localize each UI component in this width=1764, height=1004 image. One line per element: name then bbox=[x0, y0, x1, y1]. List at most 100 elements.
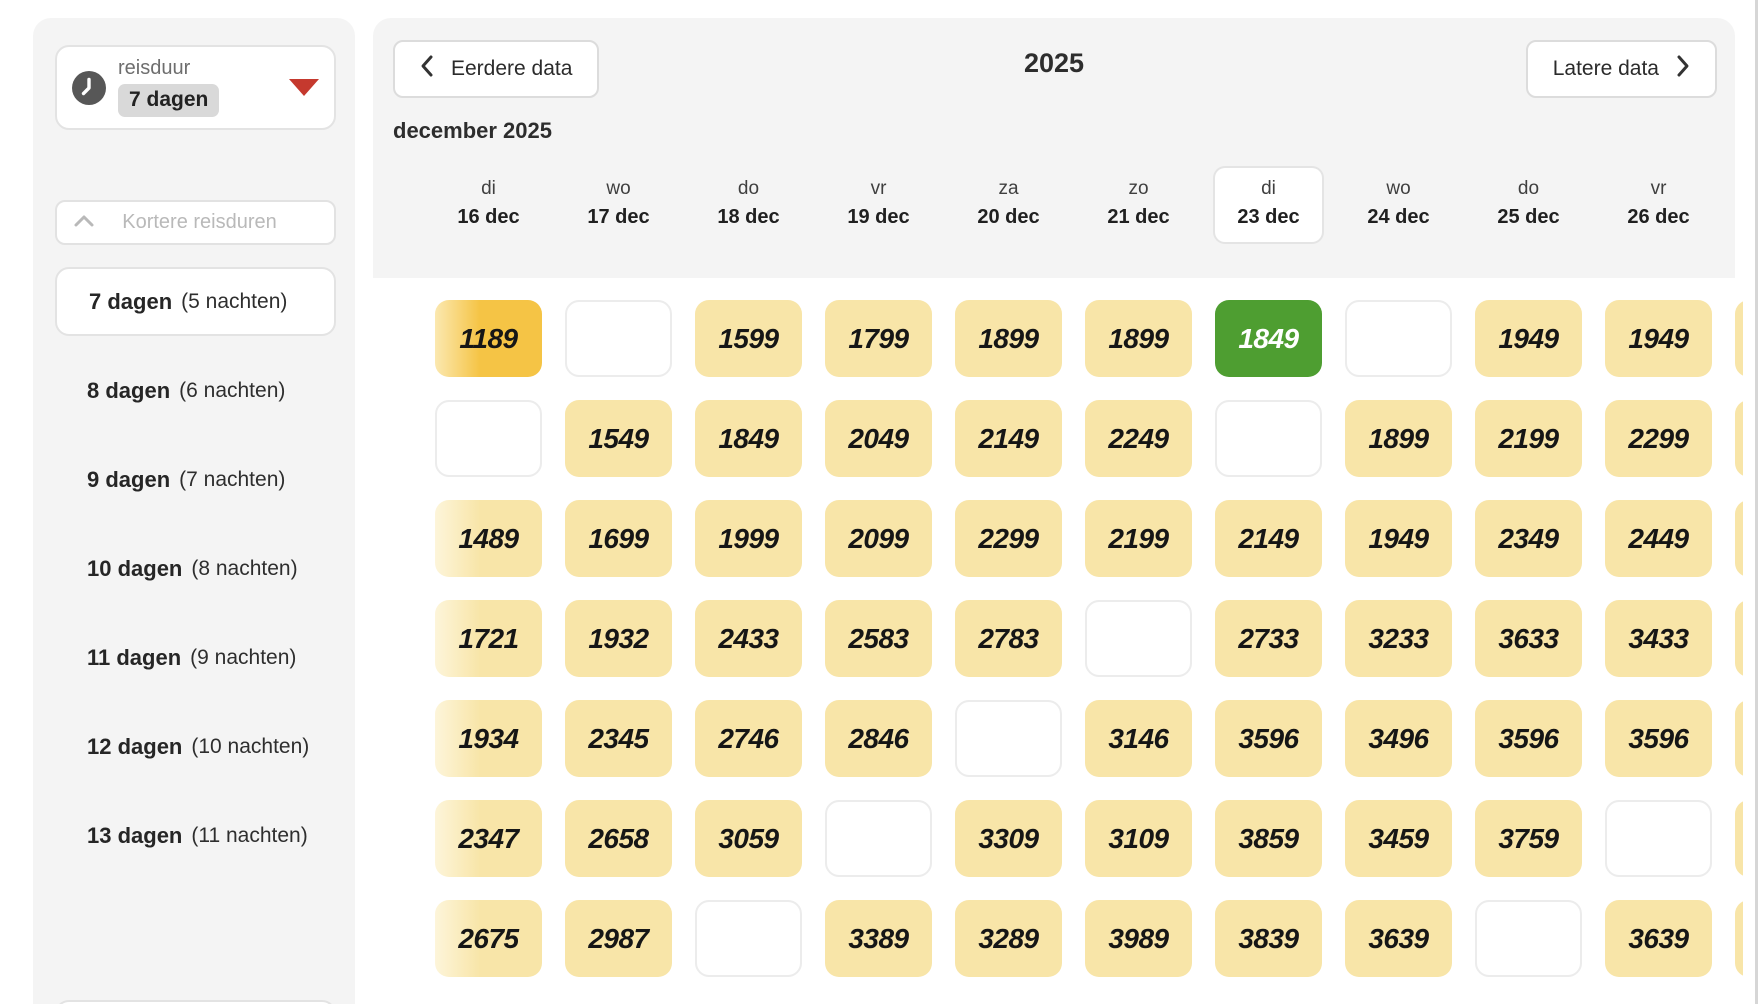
price-cell[interactable]: 2345 bbox=[565, 700, 672, 777]
column-day: di bbox=[481, 178, 496, 199]
price-cell[interactable]: 3459 bbox=[1345, 800, 1452, 877]
price-cell-best[interactable]: 1189 bbox=[435, 300, 542, 377]
price-cell[interactable]: 1721 bbox=[435, 600, 542, 677]
date-column-selected[interactable]: di 23 dec bbox=[1215, 168, 1322, 242]
price-cell[interactable]: 1949 bbox=[1475, 300, 1582, 377]
price-cell[interactable]: 3859 bbox=[1215, 800, 1322, 877]
duration-option-partial[interactable] bbox=[55, 1000, 336, 1004]
price-cell[interactable]: 3433 bbox=[1605, 600, 1712, 677]
price-cell[interactable]: 1699 bbox=[565, 500, 672, 577]
price-cell[interactable]: 3389 bbox=[825, 900, 932, 977]
price-cell[interactable]: 2299 bbox=[1605, 400, 1712, 477]
date-column[interactable]: do 25 dec bbox=[1475, 168, 1582, 242]
column-day: wo bbox=[606, 178, 631, 199]
price-cell[interactable]: 3233 bbox=[1345, 600, 1452, 677]
date-column[interactable]: wo 17 dec bbox=[565, 168, 672, 242]
price-cell[interactable]: 2099 bbox=[825, 500, 932, 577]
price-cell[interactable]: 1899 bbox=[955, 300, 1062, 377]
duration-option-selected[interactable]: 7 dagen (5 nachten) bbox=[55, 267, 336, 336]
price-cell[interactable]: 2449 bbox=[1605, 500, 1712, 577]
chevron-left-icon bbox=[420, 54, 434, 84]
price-cell[interactable]: 2987 bbox=[565, 900, 672, 977]
date-column[interactable]: di 16 dec bbox=[435, 168, 542, 242]
price-cell[interactable]: 1899 bbox=[1345, 400, 1452, 477]
column-date: 21 dec bbox=[1107, 206, 1170, 228]
clipped-cell bbox=[1735, 700, 1743, 777]
price-cell[interactable]: 2149 bbox=[1215, 500, 1322, 577]
price-cell[interactable]: 1999 bbox=[695, 500, 802, 577]
price-cell[interactable]: 2583 bbox=[825, 600, 932, 677]
price-cell[interactable]: 3839 bbox=[1215, 900, 1322, 977]
price-cell[interactable]: 2249 bbox=[1085, 400, 1192, 477]
date-column[interactable]: za 20 dec bbox=[955, 168, 1062, 242]
column-day: zo bbox=[1128, 178, 1149, 199]
earlier-dates-button[interactable]: Eerdere data bbox=[393, 40, 600, 98]
empty-cell bbox=[825, 800, 932, 877]
price-cell[interactable]: 1932 bbox=[565, 600, 672, 677]
price-cell[interactable]: 2349 bbox=[1475, 500, 1582, 577]
price-cell[interactable]: 2658 bbox=[565, 800, 672, 877]
duration-nights: (11 nachten) bbox=[191, 823, 308, 847]
price-cell[interactable]: 3633 bbox=[1475, 600, 1582, 677]
price-cell[interactable]: 2846 bbox=[825, 700, 932, 777]
date-column[interactable]: zo 21 dec bbox=[1085, 168, 1192, 242]
price-cell[interactable]: 1799 bbox=[825, 300, 932, 377]
price-cell[interactable]: 2149 bbox=[955, 400, 1062, 477]
price-cell[interactable]: 2049 bbox=[825, 400, 932, 477]
price-cell[interactable]: 3639 bbox=[1605, 900, 1712, 977]
duration-option[interactable]: 13 dagen (11 nachten) bbox=[55, 801, 336, 870]
date-column[interactable]: wo 24 dec bbox=[1345, 168, 1452, 242]
price-cell-selected[interactable]: 1849 bbox=[1215, 300, 1322, 377]
later-dates-button[interactable]: Latere data bbox=[1525, 40, 1717, 98]
price-cell[interactable]: 2675 bbox=[435, 900, 542, 977]
price-cell[interactable]: 3146 bbox=[1085, 700, 1192, 777]
price-cell[interactable]: 1549 bbox=[565, 400, 672, 477]
empty-cell bbox=[1085, 600, 1192, 677]
shorter-durations-button[interactable]: Kortere reisduren bbox=[55, 200, 336, 245]
price-cell[interactable]: 2433 bbox=[695, 600, 802, 677]
duration-option[interactable]: 10 dagen (8 nachten) bbox=[55, 534, 336, 603]
date-column[interactable]: vr 19 dec bbox=[825, 168, 932, 242]
price-cell[interactable]: 1949 bbox=[1605, 300, 1712, 377]
price-cell[interactable]: 3989 bbox=[1085, 900, 1192, 977]
price-cell[interactable]: 1949 bbox=[1345, 500, 1452, 577]
clipped-cell bbox=[1735, 600, 1743, 677]
price-cell[interactable]: 3109 bbox=[1085, 800, 1192, 877]
date-column[interactable]: vr 26 dec bbox=[1605, 168, 1712, 242]
price-cell[interactable]: 2783 bbox=[955, 600, 1062, 677]
price-cell[interactable]: 2199 bbox=[1085, 500, 1192, 577]
duration-nights: (7 nachten) bbox=[179, 467, 286, 491]
price-cell[interactable]: 3596 bbox=[1475, 700, 1582, 777]
price-cell[interactable]: 3759 bbox=[1475, 800, 1582, 877]
price-row: 1489 1699 1999 2099 2299 2199 2149 1949 2349 2449 bbox=[435, 500, 1743, 577]
date-columns: di 16 dec wo 17 dec do 18 dec vr 19 dec za 20 dec… bbox=[435, 168, 1712, 242]
price-cell[interactable]: 3309 bbox=[955, 800, 1062, 877]
duration-option[interactable]: 12 dagen (10 nachten) bbox=[55, 712, 336, 781]
price-cell[interactable]: 3596 bbox=[1215, 700, 1322, 777]
column-date: 26 dec bbox=[1627, 206, 1690, 228]
price-cell[interactable]: 3059 bbox=[695, 800, 802, 877]
price-cell[interactable]: 3596 bbox=[1605, 700, 1712, 777]
price-cell[interactable]: 1934 bbox=[435, 700, 542, 777]
price-cell[interactable]: 2299 bbox=[955, 500, 1062, 577]
duration-option[interactable]: 11 dagen (9 nachten) bbox=[55, 623, 336, 692]
caret-down-icon bbox=[289, 79, 319, 96]
empty-cell bbox=[695, 900, 802, 977]
duration-filter[interactable]: reisduur 7 dagen bbox=[55, 45, 336, 130]
price-cell[interactable]: 2199 bbox=[1475, 400, 1582, 477]
duration-option[interactable]: 8 dagen (6 nachten) bbox=[55, 356, 336, 425]
price-cell[interactable]: 2733 bbox=[1215, 600, 1322, 677]
duration-option[interactable]: 9 dagen (7 nachten) bbox=[55, 445, 336, 514]
price-cell[interactable]: 3639 bbox=[1345, 900, 1452, 977]
price-cell[interactable]: 1899 bbox=[1085, 300, 1192, 377]
price-cell[interactable]: 3289 bbox=[955, 900, 1062, 977]
date-column[interactable]: do 18 dec bbox=[695, 168, 802, 242]
price-row: 1934 2345 2746 2846 3146 3596 3496 3596 3596 bbox=[435, 700, 1743, 777]
price-cell[interactable]: 1599 bbox=[695, 300, 802, 377]
price-cell[interactable]: 1849 bbox=[695, 400, 802, 477]
duration-nights: (10 nachten) bbox=[191, 734, 310, 758]
price-cell[interactable]: 3496 bbox=[1345, 700, 1452, 777]
price-cell[interactable]: 2347 bbox=[435, 800, 542, 877]
price-cell[interactable]: 1489 bbox=[435, 500, 542, 577]
price-cell[interactable]: 2746 bbox=[695, 700, 802, 777]
